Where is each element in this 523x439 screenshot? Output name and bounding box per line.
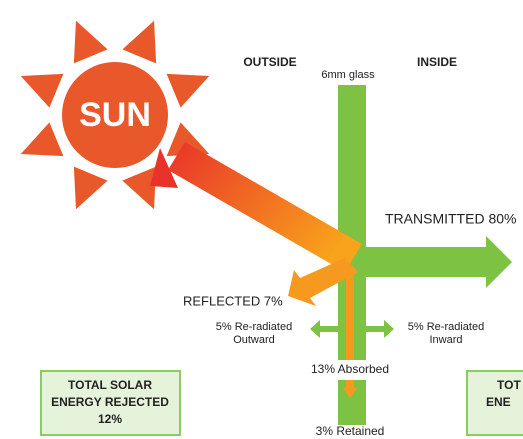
retained-label: 3% Retained (316, 424, 385, 438)
glass-label: 6mm glass (321, 69, 375, 81)
outward-arrow (310, 320, 338, 338)
sun-ray (21, 122, 64, 156)
rejected-text: TOTAL SOLAR (68, 378, 152, 392)
rejected-text: 12% (98, 412, 122, 426)
sun-ray (122, 21, 156, 64)
outside-label: OUTSIDE (243, 55, 296, 69)
outward-label: Outward (233, 334, 275, 346)
sun-ray (167, 74, 210, 108)
inward-arrow (366, 320, 394, 338)
sun-ray (74, 167, 108, 210)
transmitted-box-text: ENE (486, 395, 511, 409)
sun-ray (122, 167, 156, 210)
transmitted-label: TRANSMITTED 80% (385, 211, 516, 227)
diagram: SUN OUTSIDE 6mm glass INSIDE TRANSMITTED… (0, 0, 523, 439)
page: SUN OUTSIDE 6mm glass INSIDE TRANSMITTED… (0, 0, 523, 439)
transmitted-box-text: TOT (497, 378, 521, 392)
absorbed-label: 13% Absorbed (311, 362, 389, 376)
sun-ray (21, 74, 64, 108)
sun-ray (74, 21, 108, 64)
reflected-label: REFLECTED 7% (183, 293, 283, 308)
inward-label: 5% Re-radiated (408, 321, 484, 333)
sun-label: SUN (79, 96, 151, 134)
inward-label: Inward (429, 334, 462, 346)
transmitted-arrow (366, 236, 512, 288)
rejected-text: ENERGY REJECTED (51, 395, 169, 409)
inside-label: INSIDE (417, 55, 457, 69)
sun-beam (168, 142, 362, 272)
outward-label: 5% Re-radiated (216, 321, 292, 333)
